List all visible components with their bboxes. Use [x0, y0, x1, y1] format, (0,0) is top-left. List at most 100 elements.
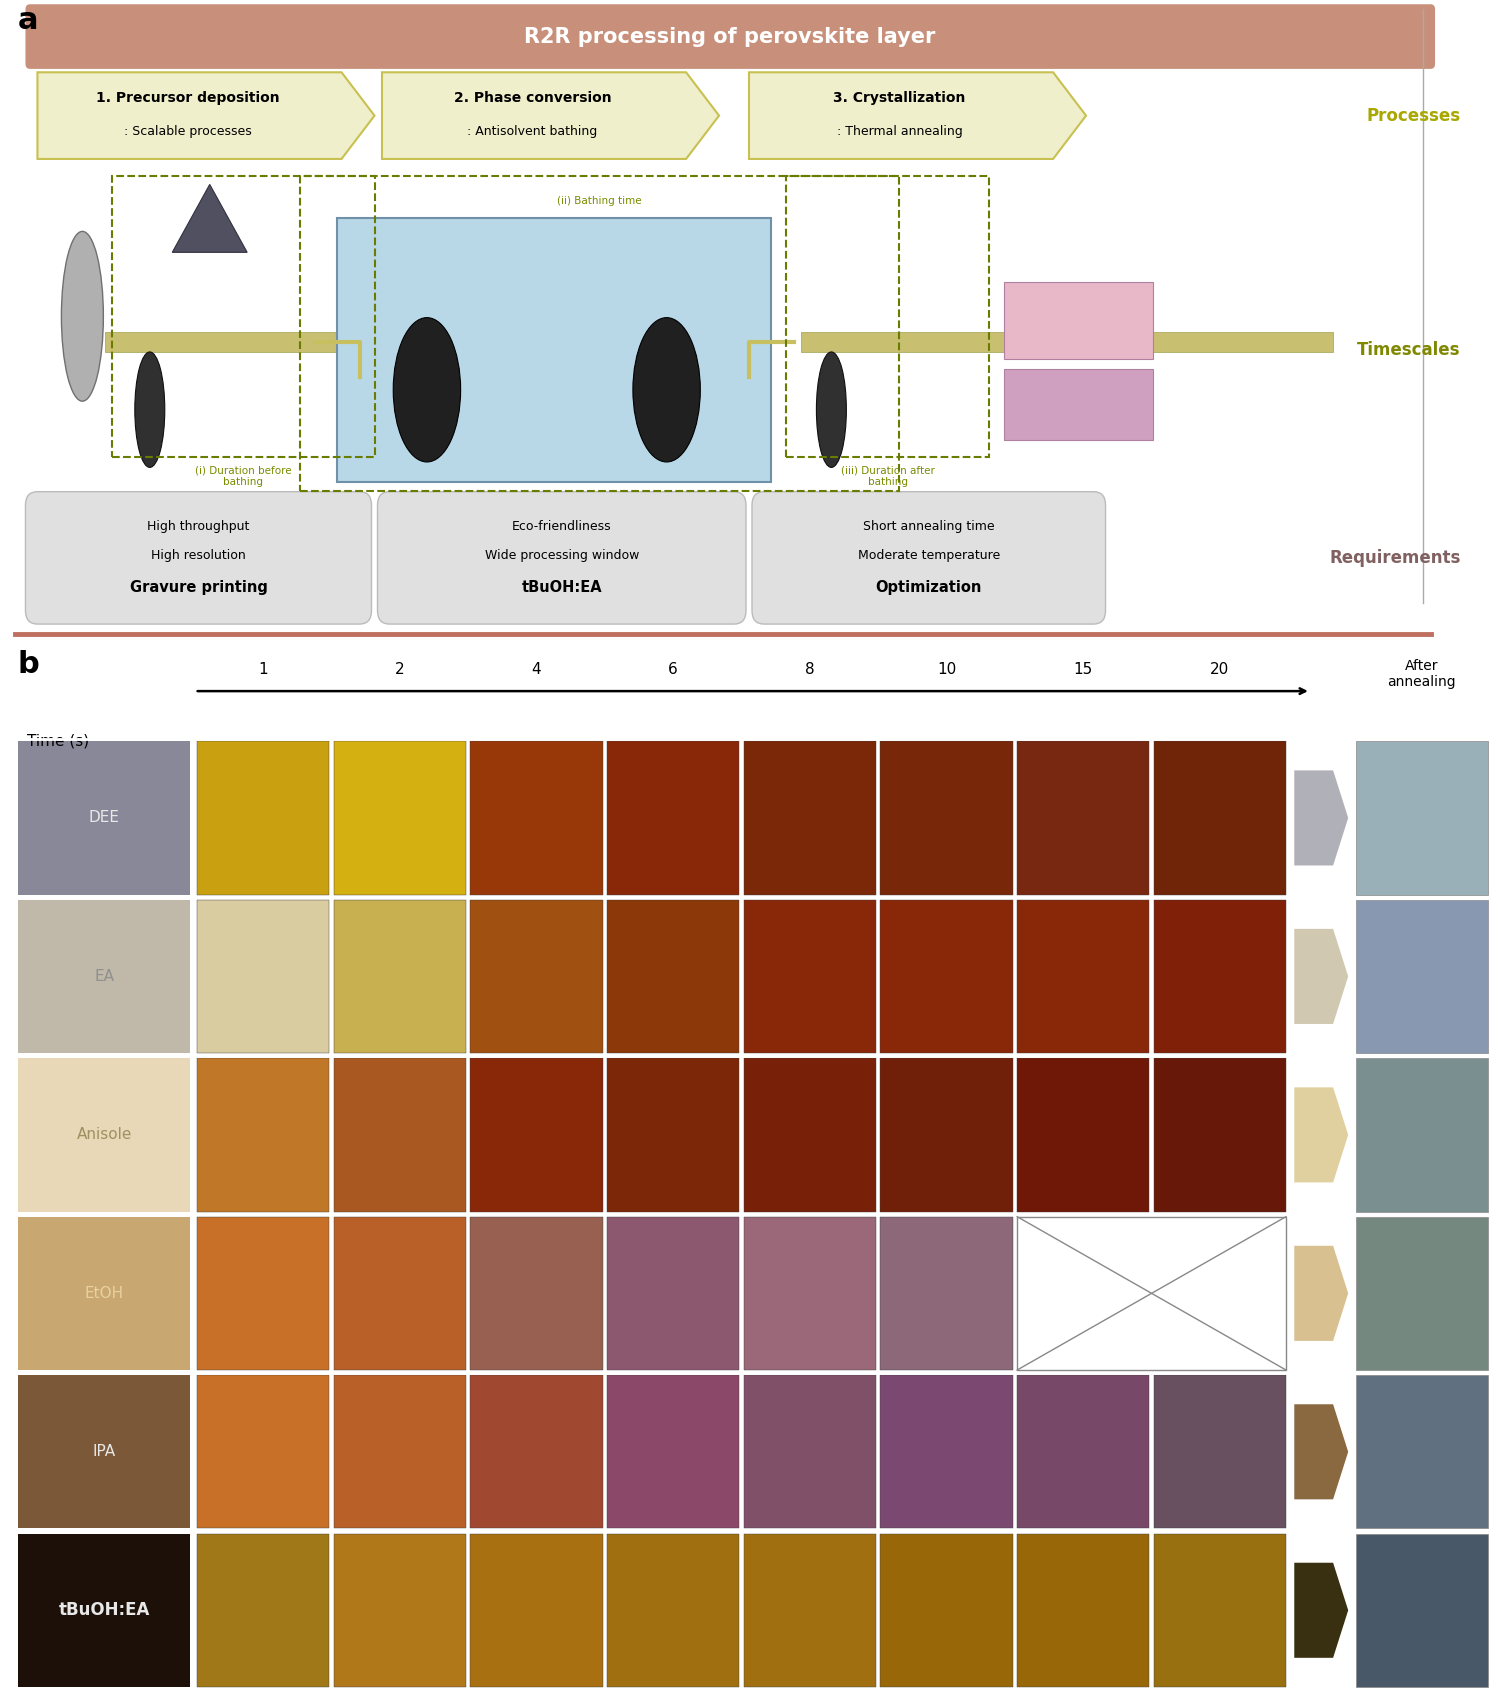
Ellipse shape: [816, 351, 846, 467]
Text: (iii) Duration after
bathing: (iii) Duration after bathing: [840, 465, 935, 487]
FancyBboxPatch shape: [470, 900, 602, 1053]
Text: Moderate temperature: Moderate temperature: [858, 548, 999, 562]
FancyBboxPatch shape: [1153, 742, 1285, 895]
FancyBboxPatch shape: [198, 742, 330, 895]
FancyBboxPatch shape: [334, 1217, 466, 1370]
Text: (ii) Bathing time: (ii) Bathing time: [557, 197, 641, 205]
FancyBboxPatch shape: [470, 1375, 602, 1528]
FancyBboxPatch shape: [743, 742, 876, 895]
FancyBboxPatch shape: [1153, 1058, 1285, 1212]
FancyBboxPatch shape: [1153, 331, 1333, 351]
Text: High throughput: High throughput: [147, 520, 250, 533]
Text: Requirements: Requirements: [1329, 548, 1461, 567]
Polygon shape: [37, 73, 374, 160]
FancyBboxPatch shape: [18, 742, 190, 895]
Text: : Scalable processes: : Scalable processes: [124, 124, 252, 138]
Text: Gravure printing: Gravure printing: [129, 579, 268, 594]
Text: 2: 2: [395, 662, 404, 678]
FancyBboxPatch shape: [18, 1217, 190, 1370]
FancyBboxPatch shape: [334, 1533, 466, 1688]
FancyBboxPatch shape: [881, 1217, 1013, 1370]
FancyBboxPatch shape: [18, 900, 190, 1053]
Text: 1. Precursor deposition: 1. Precursor deposition: [96, 92, 280, 105]
FancyBboxPatch shape: [1017, 742, 1149, 895]
FancyBboxPatch shape: [1004, 282, 1153, 358]
Text: After
annealing: After annealing: [1387, 659, 1456, 689]
Polygon shape: [1294, 1246, 1348, 1341]
Polygon shape: [1294, 771, 1348, 866]
Polygon shape: [1294, 1404, 1348, 1499]
Text: Processes: Processes: [1366, 107, 1461, 124]
Text: Time (s): Time (s): [27, 734, 88, 749]
Text: 15: 15: [1074, 662, 1094, 678]
FancyBboxPatch shape: [1153, 1533, 1285, 1688]
FancyBboxPatch shape: [1004, 368, 1153, 440]
Polygon shape: [172, 185, 247, 253]
FancyBboxPatch shape: [470, 742, 602, 895]
FancyBboxPatch shape: [25, 5, 1435, 70]
Text: 3. Crystallization: 3. Crystallization: [833, 92, 966, 105]
Text: Wide processing window: Wide processing window: [484, 548, 640, 562]
Text: Short annealing time: Short annealing time: [863, 520, 995, 533]
Text: : Antisolvent bathing: : Antisolvent bathing: [467, 124, 598, 138]
FancyBboxPatch shape: [470, 1058, 602, 1212]
FancyBboxPatch shape: [470, 1217, 602, 1370]
FancyBboxPatch shape: [881, 1375, 1013, 1528]
FancyBboxPatch shape: [743, 1533, 876, 1688]
Polygon shape: [1294, 1562, 1348, 1657]
Text: R2R processing of perovskite layer: R2R processing of perovskite layer: [524, 27, 935, 46]
Text: Eco-friendliness: Eco-friendliness: [512, 520, 611, 533]
Text: DEE: DEE: [88, 810, 120, 825]
FancyBboxPatch shape: [18, 1375, 190, 1528]
FancyBboxPatch shape: [1356, 900, 1488, 1053]
FancyBboxPatch shape: [607, 1375, 740, 1528]
Text: 20: 20: [1210, 662, 1230, 678]
FancyBboxPatch shape: [18, 1533, 190, 1688]
Text: tBuOH:EA: tBuOH:EA: [521, 579, 602, 594]
Text: Timescales: Timescales: [1357, 341, 1461, 360]
Text: 8: 8: [804, 662, 815, 678]
FancyBboxPatch shape: [337, 219, 771, 482]
FancyBboxPatch shape: [198, 900, 330, 1053]
Text: 10: 10: [936, 662, 956, 678]
FancyBboxPatch shape: [334, 900, 466, 1053]
Ellipse shape: [632, 318, 701, 462]
FancyBboxPatch shape: [1153, 900, 1285, 1053]
Ellipse shape: [135, 351, 165, 467]
FancyBboxPatch shape: [377, 492, 746, 625]
FancyBboxPatch shape: [334, 742, 466, 895]
FancyBboxPatch shape: [607, 900, 740, 1053]
FancyBboxPatch shape: [1017, 1375, 1149, 1528]
FancyBboxPatch shape: [801, 331, 1131, 351]
Ellipse shape: [61, 231, 103, 401]
FancyBboxPatch shape: [607, 1533, 740, 1688]
FancyBboxPatch shape: [1017, 1533, 1149, 1688]
FancyBboxPatch shape: [198, 1375, 330, 1528]
Text: 6: 6: [668, 662, 679, 678]
FancyBboxPatch shape: [334, 1375, 466, 1528]
Text: Optimization: Optimization: [875, 579, 983, 594]
Polygon shape: [1294, 929, 1348, 1024]
Text: High resolution: High resolution: [151, 548, 246, 562]
FancyBboxPatch shape: [198, 1533, 330, 1688]
FancyBboxPatch shape: [743, 900, 876, 1053]
Text: : Thermal annealing: : Thermal annealing: [837, 124, 962, 138]
FancyBboxPatch shape: [25, 492, 372, 625]
FancyBboxPatch shape: [1017, 900, 1149, 1053]
FancyBboxPatch shape: [743, 1375, 876, 1528]
Text: EtOH: EtOH: [84, 1285, 124, 1301]
FancyBboxPatch shape: [1356, 1375, 1488, 1528]
Text: IPA: IPA: [93, 1445, 115, 1459]
FancyBboxPatch shape: [198, 1058, 330, 1212]
Polygon shape: [749, 73, 1086, 160]
Text: 1: 1: [258, 662, 268, 678]
Text: EA: EA: [94, 970, 114, 983]
Text: a: a: [18, 7, 39, 36]
Text: tBuOH:EA: tBuOH:EA: [58, 1601, 150, 1620]
FancyBboxPatch shape: [1017, 1058, 1149, 1212]
FancyBboxPatch shape: [1356, 742, 1488, 895]
Ellipse shape: [392, 318, 460, 462]
FancyBboxPatch shape: [743, 1217, 876, 1370]
FancyBboxPatch shape: [881, 1058, 1013, 1212]
FancyBboxPatch shape: [334, 1058, 466, 1212]
